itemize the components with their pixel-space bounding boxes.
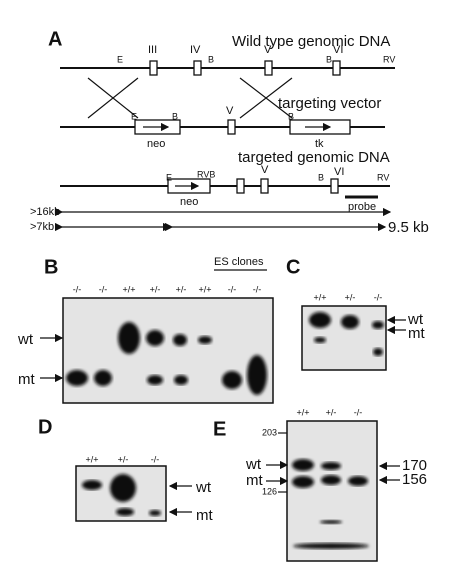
band-label: wt bbox=[407, 311, 424, 328]
lane-label: +/- bbox=[150, 284, 161, 294]
site-label: RVB bbox=[197, 169, 215, 179]
exon bbox=[264, 60, 273, 76]
gene-label: neo bbox=[147, 138, 165, 150]
row-title: Wild type genomic DNA bbox=[232, 33, 390, 50]
lane-label: +/- bbox=[326, 407, 337, 417]
panel-label: B bbox=[44, 256, 58, 278]
lane-label: -/- bbox=[99, 284, 108, 294]
band-label: mt bbox=[246, 472, 263, 489]
crossover bbox=[87, 77, 293, 119]
site-label: E bbox=[117, 54, 123, 64]
site-label: E bbox=[166, 172, 172, 182]
marker-label: 203 bbox=[262, 427, 277, 437]
fragment-label: >16kb bbox=[30, 206, 60, 218]
probe-label: probe bbox=[348, 201, 376, 213]
lane-label: +/+ bbox=[198, 284, 211, 294]
exon-label: IV bbox=[190, 44, 201, 56]
fragment-label: 9.5 kb bbox=[388, 219, 429, 236]
band-label: mt bbox=[196, 507, 213, 524]
row-title: targeted genomic DNA bbox=[238, 149, 390, 166]
exon bbox=[193, 60, 202, 76]
bands bbox=[292, 459, 369, 549]
exon bbox=[227, 119, 236, 135]
caption: ES clones bbox=[214, 256, 264, 268]
lane-label: +/- bbox=[176, 284, 187, 294]
site-label: B bbox=[208, 54, 214, 64]
exon bbox=[330, 178, 339, 194]
panel-label: D bbox=[38, 416, 52, 438]
lane-label: +/+ bbox=[122, 284, 135, 294]
exon bbox=[236, 178, 245, 194]
exon bbox=[332, 60, 341, 76]
lane-label: +/+ bbox=[313, 292, 326, 302]
band-label: wt bbox=[245, 456, 262, 473]
lane-label: +/- bbox=[345, 292, 356, 302]
site-label: E bbox=[131, 111, 137, 121]
site-label: V bbox=[226, 105, 234, 117]
size-label: 170 bbox=[402, 457, 427, 474]
lane-label: -/- bbox=[253, 284, 262, 294]
site-label: B bbox=[288, 111, 294, 121]
gene-label: neo bbox=[180, 196, 198, 208]
bands bbox=[82, 474, 161, 516]
band-label: wt bbox=[195, 479, 212, 496]
band-label: wt bbox=[17, 331, 34, 348]
band-label: mt bbox=[408, 325, 425, 342]
lane-label: -/- bbox=[151, 454, 160, 464]
bands bbox=[66, 322, 267, 395]
exon-label: V bbox=[264, 44, 272, 56]
blot bbox=[286, 420, 378, 562]
site-label: B bbox=[318, 172, 324, 182]
bands bbox=[309, 312, 384, 356]
exon bbox=[149, 60, 158, 76]
fragment-label: >7kb bbox=[30, 221, 54, 233]
lane-label: +/- bbox=[118, 454, 129, 464]
site-label: RV bbox=[383, 54, 395, 64]
site-label: B bbox=[172, 111, 178, 121]
gene-label: tk bbox=[315, 138, 324, 150]
row-title: targeting vector bbox=[278, 95, 381, 112]
lane-label: +/+ bbox=[296, 407, 309, 417]
exon-label: VI bbox=[333, 44, 343, 56]
band-label: mt bbox=[18, 371, 35, 388]
lane-label: -/- bbox=[374, 292, 383, 302]
marker-label: 126 bbox=[262, 486, 277, 496]
size-label: 156 bbox=[402, 471, 427, 488]
exon-label: VI bbox=[334, 166, 344, 178]
site-label: RV bbox=[377, 172, 389, 182]
panel-label: C bbox=[286, 256, 300, 278]
site-label: V bbox=[261, 164, 269, 176]
site-label: B bbox=[326, 54, 332, 64]
lane-label: -/- bbox=[73, 284, 82, 294]
blot bbox=[62, 297, 274, 404]
panel-label: E bbox=[213, 418, 226, 440]
exon-label: III bbox=[148, 44, 157, 56]
lane-label: -/- bbox=[354, 407, 363, 417]
lane-label: +/+ bbox=[85, 454, 98, 464]
lane-label: -/- bbox=[228, 284, 237, 294]
exon bbox=[260, 178, 269, 194]
panel-label: A bbox=[48, 28, 62, 50]
